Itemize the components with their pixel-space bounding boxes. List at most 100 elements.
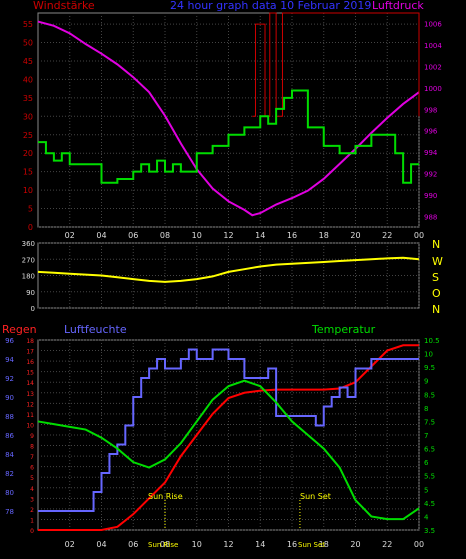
series-windrichtung-line [37, 256, 420, 283]
temperature-y-tick-5.5: 5.5 [424, 473, 435, 481]
pressure-axis-label: Luftdruck [372, 0, 424, 12]
sunset-label: Sun Set [300, 492, 331, 501]
rain-y-tick-2: 2 [30, 507, 34, 514]
series-wind-line [38, 89, 419, 184]
temperature-y-tick-6.5: 6.5 [424, 446, 435, 454]
sunrise-label: Sun Rise [148, 492, 183, 501]
humidity-y-tick-80: 80 [5, 489, 14, 497]
wind-x-tick-06: 06 [128, 231, 138, 240]
dir-y-tick-180: 180 [22, 273, 35, 281]
rain-y-tick-6: 6 [30, 465, 34, 472]
rain-y-tick-17: 17 [26, 349, 34, 356]
wind-y-tick-20: 20 [23, 149, 33, 158]
rain-y-tick-14: 14 [26, 380, 34, 387]
wind-x-tick-02: 02 [65, 231, 75, 240]
rain-y-tick-8: 8 [30, 444, 34, 451]
axis-ticks: 0202040406060808101012121414161618182020… [5, 20, 442, 549]
climate-x-tick-02: 02 [65, 540, 75, 549]
temperature-y-tick-8: 8 [424, 405, 428, 413]
series-regen-line [38, 344, 419, 531]
temperature-y-tick-9: 9 [424, 378, 428, 386]
wind-x-tick-00: 00 [414, 231, 424, 240]
direction-letter-s: S [432, 271, 439, 284]
pressure-y-tick-998: 998 [424, 106, 437, 114]
pressure-y-tick-1004: 1004 [424, 42, 442, 50]
wind-y-tick-0: 0 [28, 223, 33, 232]
wind-axis-label: Windstärke [33, 0, 95, 12]
wind-x-tick-20: 20 [350, 231, 360, 240]
rain-y-tick-7: 7 [30, 454, 34, 461]
wind-panel-frame [37, 12, 420, 228]
climate-x-tick-10: 10 [192, 540, 202, 549]
temperature-y-tick-4.5: 4.5 [424, 500, 435, 508]
wind-x-tick-22: 22 [382, 231, 392, 240]
humidity-y-tick-88: 88 [5, 413, 14, 421]
dir-y-tick-270: 270 [22, 256, 35, 264]
wind-y-tick-35: 35 [23, 94, 33, 103]
rain-y-tick-3: 3 [30, 496, 34, 503]
wind-y-tick-30: 30 [23, 112, 33, 121]
pressure-y-tick-992: 992 [424, 171, 437, 179]
wind-x-tick-12: 12 [223, 231, 233, 240]
humidity-y-tick-90: 90 [5, 394, 14, 402]
rain-y-tick-0: 0 [30, 528, 34, 535]
series-böen-line [252, 12, 420, 117]
series-lines [37, 12, 420, 531]
wind-y-tick-15: 15 [23, 168, 33, 177]
temperature-y-tick-4: 4 [424, 513, 429, 521]
rain-y-tick-16: 16 [26, 359, 34, 366]
series-luftfeuchte-line [38, 348, 419, 512]
climate-x-tick-20: 20 [350, 540, 360, 549]
rain-axis-label: Regen [2, 323, 37, 336]
wind-x-tick-14: 14 [255, 231, 265, 240]
dir-y-tick-0: 0 [31, 305, 35, 313]
climate-x-tick-12: 12 [223, 540, 233, 549]
temperature-axis-label: Temperatur [311, 323, 376, 336]
direction-letter-o: O [432, 287, 441, 300]
climate-x-tick-08: 08 [160, 540, 170, 549]
wind-y-tick-25: 25 [23, 131, 33, 140]
climate-x-tick-16: 16 [287, 540, 297, 549]
climate-x-tick-06: 06 [128, 540, 138, 549]
direction-letter-w: W [432, 255, 443, 268]
rain-y-tick-9: 9 [30, 433, 34, 440]
wind-y-tick-50: 50 [23, 39, 33, 48]
dir-y-tick-90: 90 [26, 289, 35, 297]
pressure-y-tick-994: 994 [424, 149, 438, 157]
rain-y-tick-18: 18 [26, 338, 34, 345]
wind-y-tick-45: 45 [23, 57, 33, 66]
rain-y-tick-4: 4 [30, 486, 34, 493]
climate-x-tick-22: 22 [382, 540, 392, 549]
rain-y-tick-11: 11 [26, 412, 34, 419]
temperature-y-tick-5: 5 [424, 486, 428, 494]
sunset-time-label: Sun Set [298, 541, 325, 549]
pressure-y-tick-1006: 1006 [424, 21, 442, 29]
rain-y-tick-15: 15 [26, 370, 34, 377]
humidity-y-tick-78: 78 [5, 508, 14, 516]
humidity-y-tick-92: 92 [5, 375, 14, 383]
temperature-y-tick-10: 10 [424, 351, 433, 359]
pressure-y-tick-1000: 1000 [424, 85, 442, 93]
wind-x-tick-16: 16 [287, 231, 297, 240]
pressure-y-tick-988: 988 [424, 213, 437, 221]
wind-x-tick-10: 10 [192, 231, 202, 240]
pressure-y-tick-990: 990 [424, 192, 437, 200]
wind-y-tick-5: 5 [28, 205, 33, 214]
climate-x-tick-14: 14 [255, 540, 265, 549]
series-luftdruck-line [37, 20, 420, 217]
sunrise-time-label: Sun Rise [148, 541, 178, 549]
humidity-y-tick-96: 96 [5, 337, 14, 345]
humidity-y-tick-82: 82 [5, 470, 14, 478]
wind-x-tick-04: 04 [96, 231, 106, 240]
climate-x-tick-00: 00 [414, 540, 424, 549]
humidity-axis-label: Luftfeuchte [64, 323, 127, 336]
temperature-y-tick-3.5: 3.5 [424, 527, 435, 535]
rain-y-tick-5: 5 [30, 475, 34, 482]
temperature-y-tick-9.5: 9.5 [424, 364, 435, 372]
direction-letter-n-top: N [432, 238, 440, 251]
pressure-y-tick-1002: 1002 [424, 64, 442, 72]
pressure-y-tick-996: 996 [424, 128, 438, 136]
chart-title: 24 hour graph data 10 Februar 2019 [170, 0, 371, 12]
rain-y-tick-12: 12 [26, 401, 34, 408]
